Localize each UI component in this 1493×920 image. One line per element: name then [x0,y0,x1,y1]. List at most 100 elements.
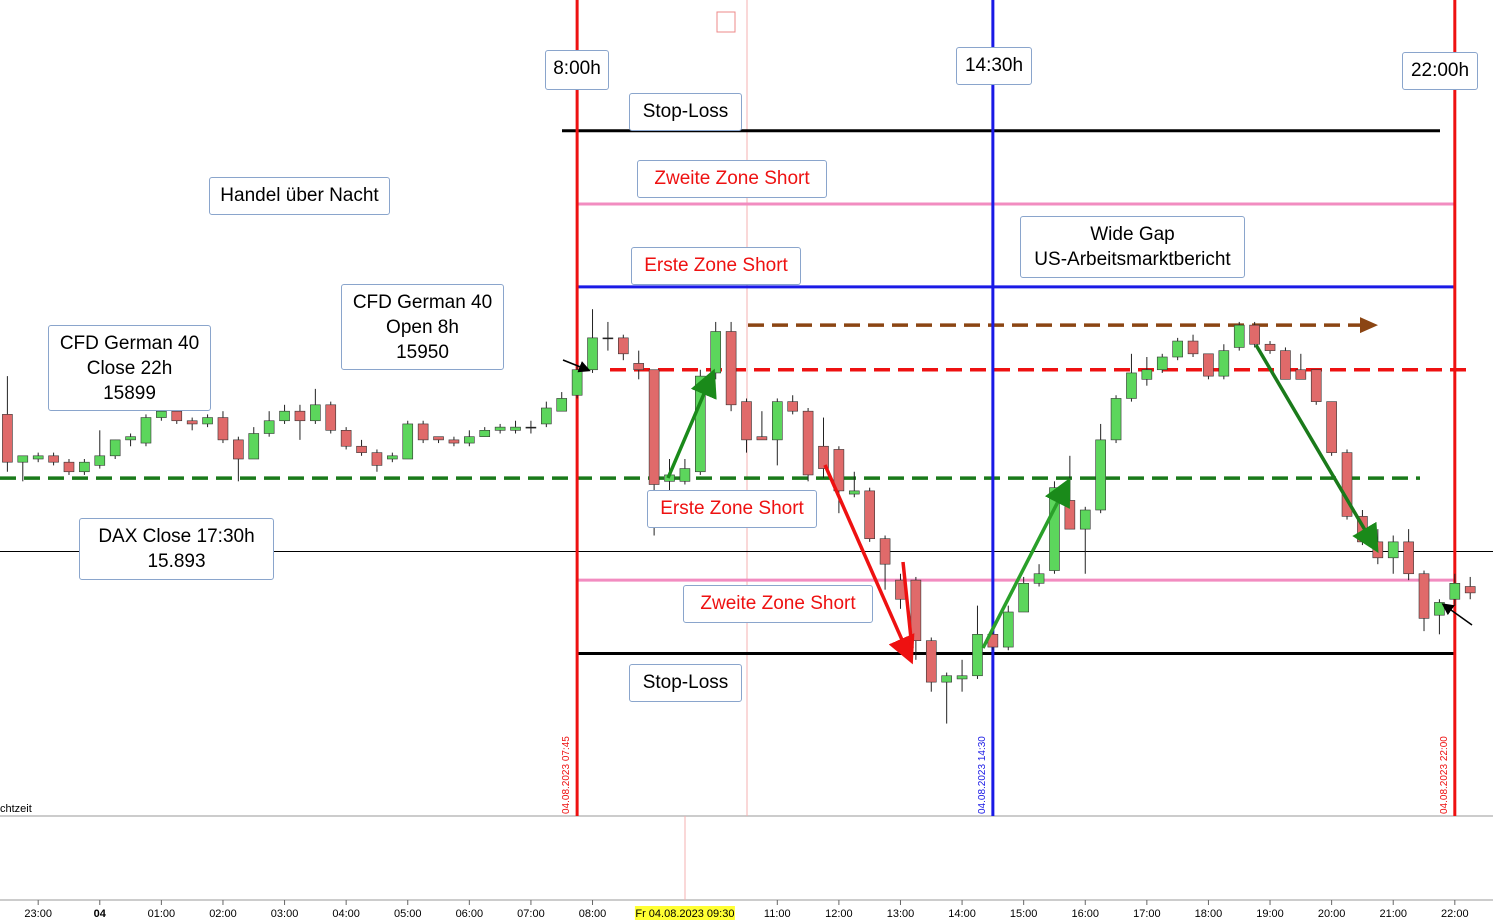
candle-body [1033,573,1045,584]
annotation-line: Wide Gap [1090,224,1175,245]
candle-body [787,401,798,412]
annotation: Erste Zone Short [647,490,817,528]
candle-body [1172,340,1183,358]
annotation: Stop-Loss [629,664,742,702]
candle-body [479,430,491,437]
candle-body [1002,611,1014,648]
candle-body [1418,573,1430,619]
candle-body [1464,586,1476,594]
tool-icon[interactable] [716,11,736,33]
candle-body [279,410,290,422]
arrows [562,344,1473,665]
candle-body [248,433,260,460]
x-tick-label: 22:00 [1441,908,1469,920]
annotation: 8:00h [545,50,609,90]
candle-body [464,436,475,444]
cursor-label-bg [634,906,735,920]
x-tick-label: 12:00 [825,908,853,920]
candle-body [186,420,198,425]
x-tick-label: 03:00 [271,908,299,920]
candle-body [525,426,537,429]
candle-body [340,430,352,447]
annotation-line: Close 22h [86,358,173,379]
candle-body [879,538,891,565]
candle-body [648,369,660,485]
candle-body [125,436,136,441]
x-tick-label: 19:00 [1256,908,1284,920]
candle-body [356,445,367,453]
time-line-label: 04.08.2023 07:45 [561,736,572,814]
candle-body [1341,452,1353,517]
candle-body [79,461,90,473]
x-tick-label: 01:00 [148,908,176,920]
x-tick-label: 17:00 [1133,908,1161,920]
x-tick-label: 21:00 [1379,908,1407,920]
candle-body [433,436,444,441]
annotation: Stop-Loss [629,93,742,131]
candle-body [156,410,167,418]
annotation: Zweite Zone Short [683,585,873,623]
candle-body [48,455,59,463]
candle-body [1126,372,1137,399]
x-tick-label: 16:00 [1071,908,1099,920]
candle-body [202,417,213,425]
annotation: 22:00h [1402,52,1478,90]
annotation: DAX Close 17:30h 15.893 [79,518,274,580]
candle-body [1156,356,1168,371]
candle-body [679,468,691,482]
annotation: Erste Zone Short [631,247,801,285]
candle-body [587,337,598,371]
candle-body [217,417,229,441]
candle-body [1110,398,1122,441]
x-tick-label: 04:00 [332,908,360,920]
candle-body [1326,401,1337,453]
candle-body [802,410,814,476]
candle-body [756,436,768,441]
x-tick-label: 15:00 [1010,908,1038,920]
candle-body [140,417,152,444]
arrow-head [1360,317,1378,334]
candle-body [63,461,75,473]
candle-body [910,579,922,641]
candle-body [310,404,321,422]
candle-body [771,401,783,441]
x-tick-label: 18:00 [1195,908,1223,920]
candle-body [818,445,829,469]
candle-body [325,404,337,431]
candle-body [171,410,183,422]
candle-body [941,675,952,683]
candle-body [294,410,306,422]
candle-body [556,398,568,412]
candle-body [1449,583,1461,600]
candle-body [263,420,275,434]
annotation: CFD German 40 Close 22h 15899 [48,325,211,411]
candle-body [448,439,460,444]
annotation-line: CFD German 40 [352,292,493,313]
annotation-line: 15.893 [147,551,206,572]
candle-body [741,401,752,441]
candle-body [371,452,383,466]
x-tick-label: 06:00 [456,908,484,920]
candle-body [32,455,44,460]
candle-body [2,414,13,463]
candle-body [1434,602,1445,616]
annotation-line: 15899 [103,383,156,404]
x-tick-label: 04 [94,908,107,920]
candle-body [109,439,121,457]
candle-body [1264,343,1276,351]
candle-body [1403,541,1414,575]
x-tick-label: 02:00 [209,908,237,920]
candle-body [710,331,722,374]
candle-body [864,490,875,539]
x-tick-label: 08:00 [579,908,607,920]
candle-body [1218,350,1230,377]
candle-body [402,423,414,460]
annotation: Zweite Zone Short [637,160,827,198]
annotation-line: US-Arbeitsmarktbericht [1034,249,1231,270]
time-line-label: 04.08.2023 14:30 [977,736,988,814]
time-line-label: 04.08.2023 22:00 [1439,736,1450,814]
candle-body [417,423,429,441]
candle-body [725,331,737,406]
candle-body [233,439,244,460]
annotation-line: DAX Close 17:30h [98,526,255,547]
